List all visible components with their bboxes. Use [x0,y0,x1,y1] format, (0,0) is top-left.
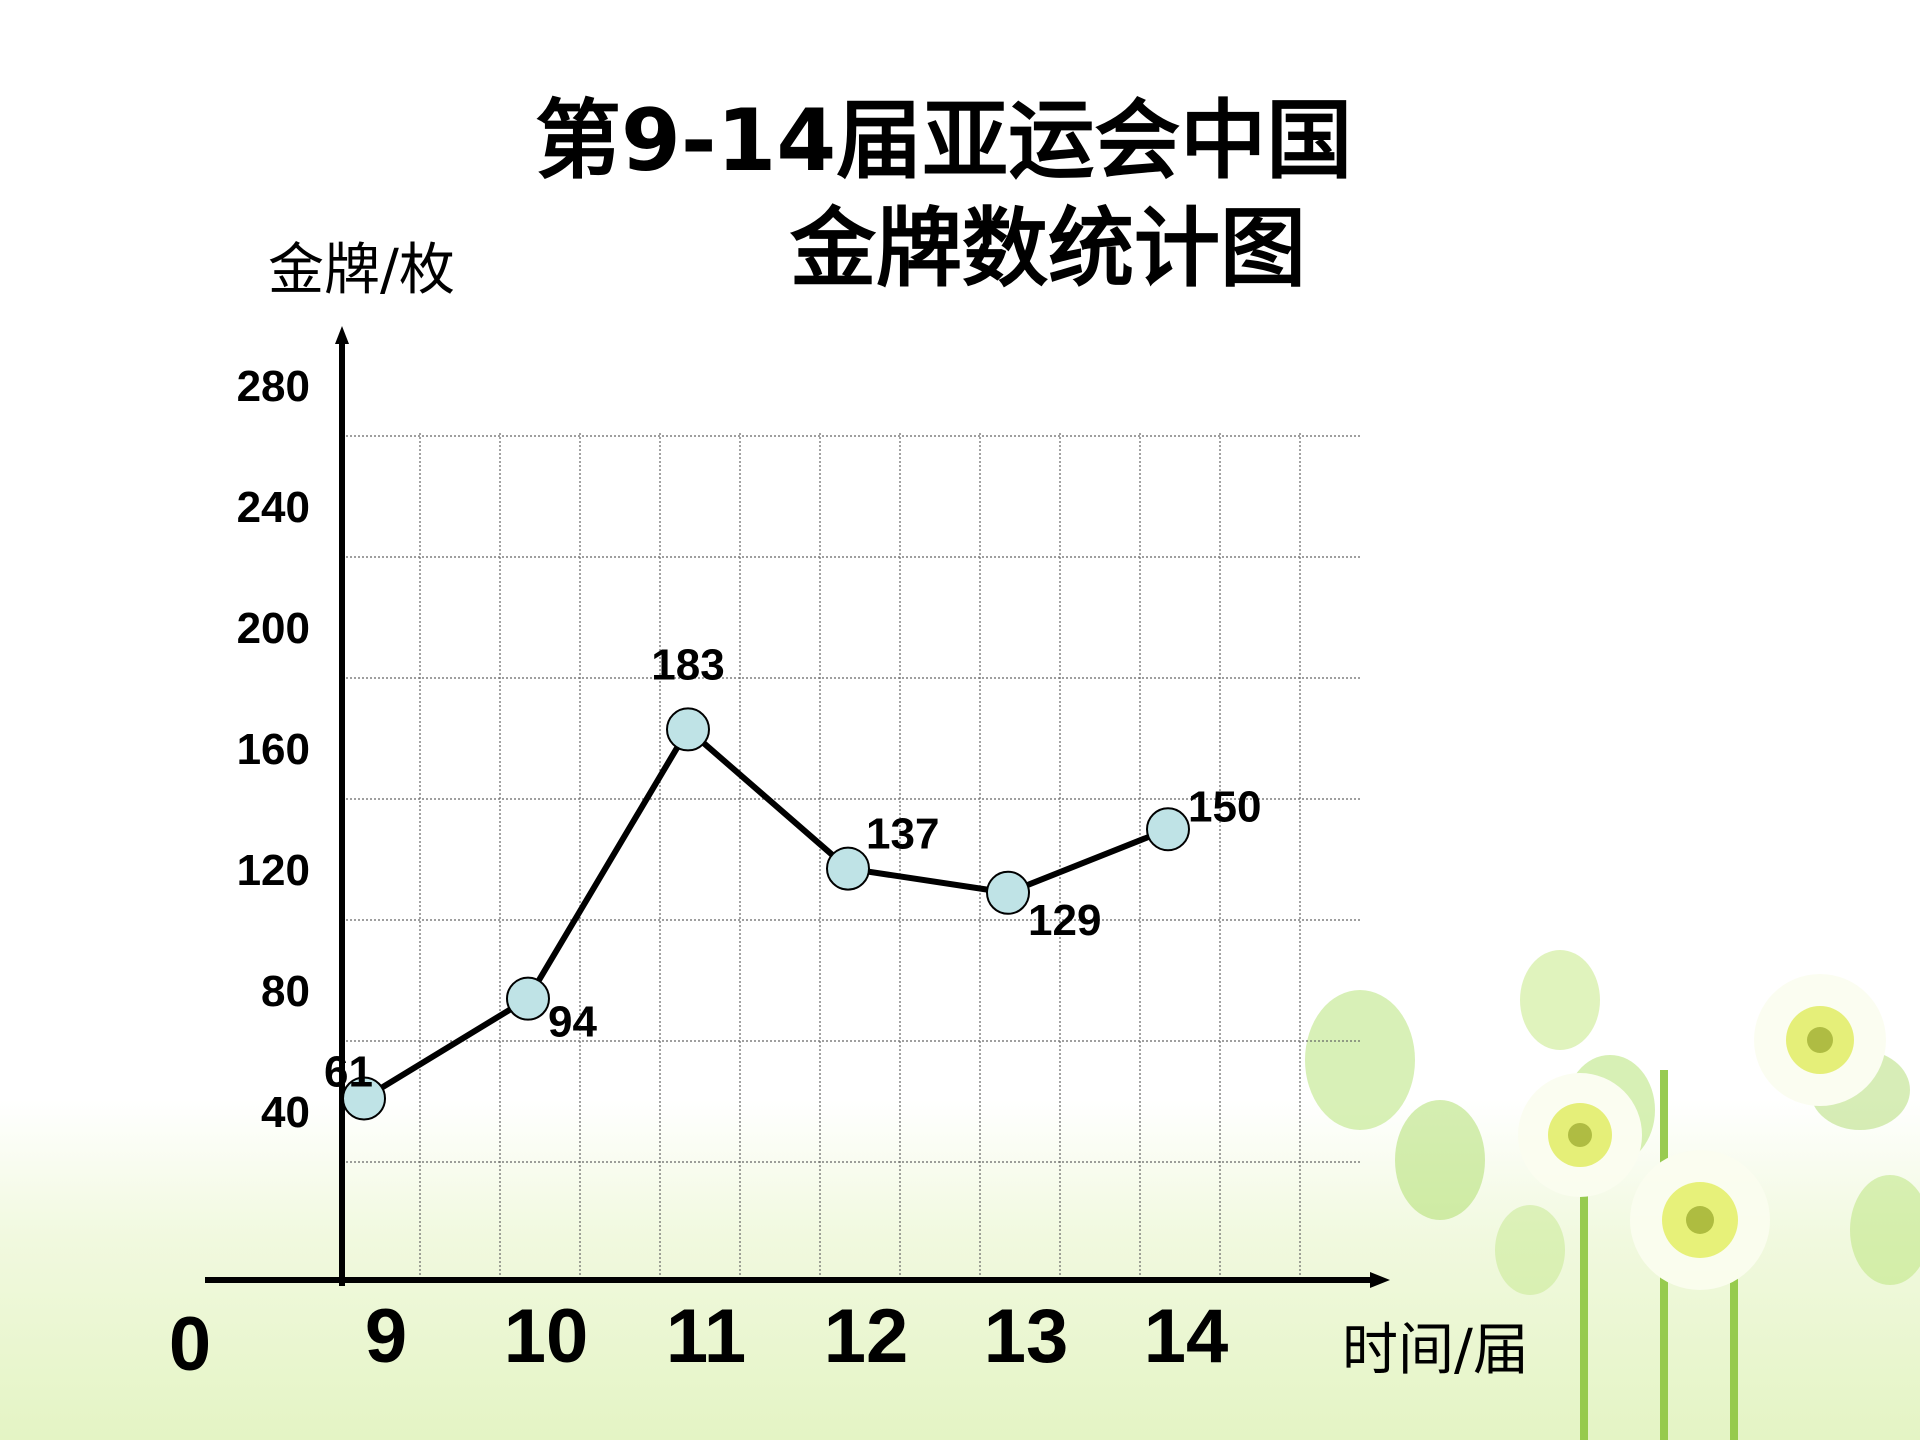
axes: 0 [169,326,1390,1387]
series-segment [845,865,1011,896]
data-label: 137 [866,810,939,859]
y-tick-label: 280 [237,362,310,411]
x-tick-label: 12 [824,1294,909,1379]
grid [342,433,1362,1283]
data-marker [986,870,1030,915]
data-labels: 61 94 183 137 129 150 [324,640,1261,1096]
y-axis-arrow [335,326,349,344]
data-label: 150 [1188,782,1261,831]
x-axis-unit-label: 时间/届 [1342,1318,1529,1383]
y-tick-label: 200 [237,604,310,653]
y-tick-label: 80 [261,967,310,1016]
data-markers [342,707,1190,1121]
y-tick-label: 120 [237,846,310,895]
y-tick-label: 240 [237,483,310,532]
data-marker [826,846,870,891]
x-tick-labels: 9 10 11 12 13 14 [365,1294,1228,1379]
series-segment [525,726,691,1002]
data-label: 61 [324,1047,373,1096]
data-marker [506,976,550,1021]
x-tick-label: 14 [1144,1294,1229,1379]
flower-decoration [1305,950,1920,1440]
x-tick-label: 9 [365,1294,407,1379]
chart-title-line1: 第9-14届亚运会中国 [535,91,1353,191]
y-axis-unit-label: 金牌/枚 [268,238,455,303]
x-tick-label: 10 [504,1294,589,1379]
data-marker [1146,807,1190,852]
data-label: 94 [548,998,597,1047]
y-tick-label: 40 [261,1088,310,1137]
data-label: 183 [651,640,724,689]
x-tick-label: 13 [984,1294,1069,1379]
x-axis-arrow [1370,1272,1390,1288]
data-marker [666,707,710,752]
y-tick-label: 160 [237,725,310,774]
chart-title-line2: 金牌数统计图 [790,199,1306,299]
x-tick-label: 11 [666,1294,746,1379]
series-line [361,726,1171,1102]
series-segment [1005,826,1171,896]
data-label: 129 [1028,896,1101,945]
y-tick-labels: 40 80 120 160 200 240 280 [237,362,310,1137]
origin-label: 0 [169,1302,211,1387]
series-segment [361,995,531,1102]
series-segment [685,726,851,872]
data-marker [342,1076,386,1121]
